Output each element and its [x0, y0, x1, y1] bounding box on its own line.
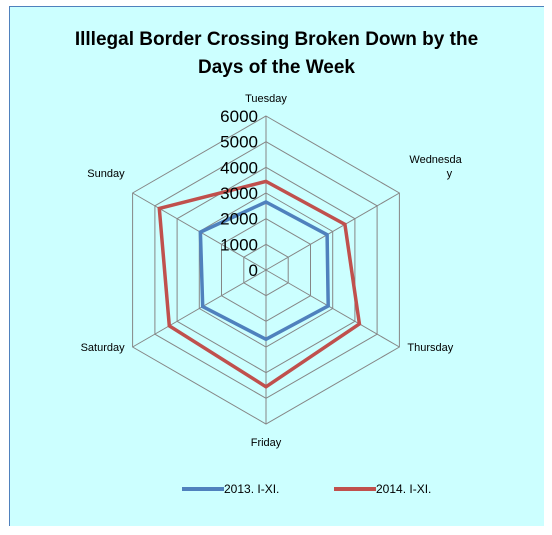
category-label-saturday: Saturday — [81, 342, 126, 354]
tick-label-4000: 4000 — [220, 158, 258, 177]
legend-label-2: 2014. I-XI. — [376, 482, 431, 496]
tick-label-2000: 2000 — [220, 210, 258, 229]
category-label-tuesday: Tuesday — [245, 93, 287, 105]
chart-title-line-2: Days of the Week — [198, 57, 355, 78]
radar-tick-labels: 0 1000 2000 3000 4000 5000 6000 — [220, 107, 258, 280]
grid-spoke-saturday — [132, 269, 267, 348]
legend-label-1: 2013. I-XI. — [224, 482, 279, 496]
radar-series — [157, 179, 362, 389]
tick-label-0: 0 — [249, 261, 258, 280]
series-line-1 — [198, 200, 330, 342]
category-label-friday: Friday — [251, 437, 282, 449]
tick-label-6000: 6000 — [220, 107, 258, 126]
tick-label-3000: 3000 — [220, 184, 258, 203]
chart-legend: 2013. I-XI. 2014. I-XI. — [182, 482, 431, 496]
category-label-sunday: Sunday — [87, 168, 125, 180]
category-label-wednesday: Wednesda y — [409, 154, 462, 180]
tick-label-1000: 1000 — [220, 235, 258, 254]
tick-label-5000: 5000 — [220, 133, 258, 152]
chart-title-line-1: Illlegal Border Crossing Broken Down by … — [74, 29, 479, 50]
radar-category-labels: Tuesday Wednesda y Thursday Friday Saturday Su… — [81, 93, 463, 449]
grid-spoke-thursday — [265, 269, 400, 348]
series-line-2 — [157, 179, 362, 389]
category-label-thursday: Thursday — [407, 342, 453, 354]
chart-title: Illlegal Border Crossing Broken Down by … — [9, 26, 544, 82]
radar-grid — [132, 115, 400, 425]
grid-spoke-wednesday — [265, 192, 400, 271]
chart-area — [9, 6, 544, 526]
